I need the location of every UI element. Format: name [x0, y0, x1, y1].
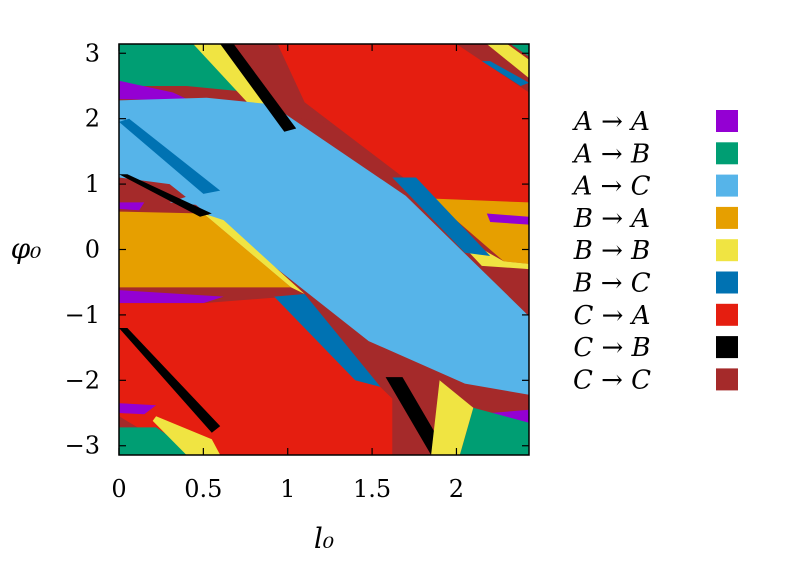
- region-17: [274, 294, 381, 387]
- region-26: [490, 409, 529, 423]
- region-23: [486, 44, 529, 79]
- x-tick-label: 1: [280, 475, 295, 503]
- region-13: [119, 290, 224, 304]
- legend-label: B → C: [572, 269, 650, 299]
- y-tick-label: −3: [65, 432, 100, 460]
- legend-label: C → A: [574, 301, 651, 331]
- legend-swatch: [716, 368, 738, 391]
- region-16: [392, 177, 491, 256]
- legend-label: A → C: [572, 172, 651, 202]
- legend-label: B → B: [573, 236, 651, 266]
- legend-swatch: [716, 239, 738, 262]
- region-9: [448, 229, 529, 270]
- legend-label: C → C: [573, 365, 651, 395]
- region-5: [119, 80, 190, 101]
- region-21: [119, 174, 212, 217]
- region-8: [486, 213, 529, 225]
- region-4: [277, 44, 529, 203]
- region-25: [481, 61, 529, 86]
- region-1: [119, 44, 241, 92]
- x-tick-label: 2: [449, 475, 464, 503]
- legend-label: A → B: [572, 139, 650, 169]
- y-tick-label: −2: [65, 366, 100, 394]
- x-axis-label: l₀: [314, 522, 334, 555]
- y-axis-label: φ₀: [11, 232, 42, 265]
- x-tick-label: 0: [111, 475, 126, 503]
- region-12: [203, 213, 305, 294]
- region-10: [119, 202, 145, 211]
- legend-swatch: [716, 303, 738, 326]
- y-tick-label: 1: [85, 170, 100, 198]
- legend-swatch: [716, 336, 738, 359]
- y-tick-label: 0: [85, 236, 100, 264]
- y-tick-label: 3: [85, 39, 100, 67]
- region-27: [459, 407, 529, 455]
- x-tick-label: 1.5: [353, 475, 391, 503]
- legend: A → AA → BA → CB → AB → BB → CC → AC → B…: [572, 107, 738, 395]
- region-32: [152, 416, 221, 455]
- region-11: [119, 211, 292, 288]
- region-7: [431, 198, 529, 264]
- x-tick-label: 0.5: [184, 475, 222, 503]
- region-6: [119, 97, 529, 395]
- legend-swatch: [716, 110, 738, 132]
- region-18: [119, 118, 221, 194]
- y-tick-label: −1: [65, 301, 100, 329]
- legend-label: C → B: [573, 333, 650, 363]
- region-24: [510, 44, 529, 57]
- legend-label: B → A: [573, 204, 650, 234]
- region-19: [220, 44, 297, 132]
- legend-swatch: [716, 142, 738, 165]
- axis-ticks: 0 0.5 1 1.5 2 3 2 1 0 −1 −2 −3: [65, 39, 529, 503]
- heatmap-regions: [119, 44, 529, 455]
- region-30: [119, 403, 157, 415]
- y-tick-label: 2: [85, 105, 100, 133]
- legend-swatch: [716, 271, 738, 294]
- legend-label: A → A: [572, 107, 650, 137]
- region-31: [119, 427, 197, 455]
- legend-swatch: [716, 174, 738, 197]
- region-20: [385, 377, 448, 455]
- region-22: [119, 328, 221, 433]
- region-15: [169, 184, 268, 209]
- region-28: [431, 380, 474, 455]
- legend-swatch: [716, 206, 738, 229]
